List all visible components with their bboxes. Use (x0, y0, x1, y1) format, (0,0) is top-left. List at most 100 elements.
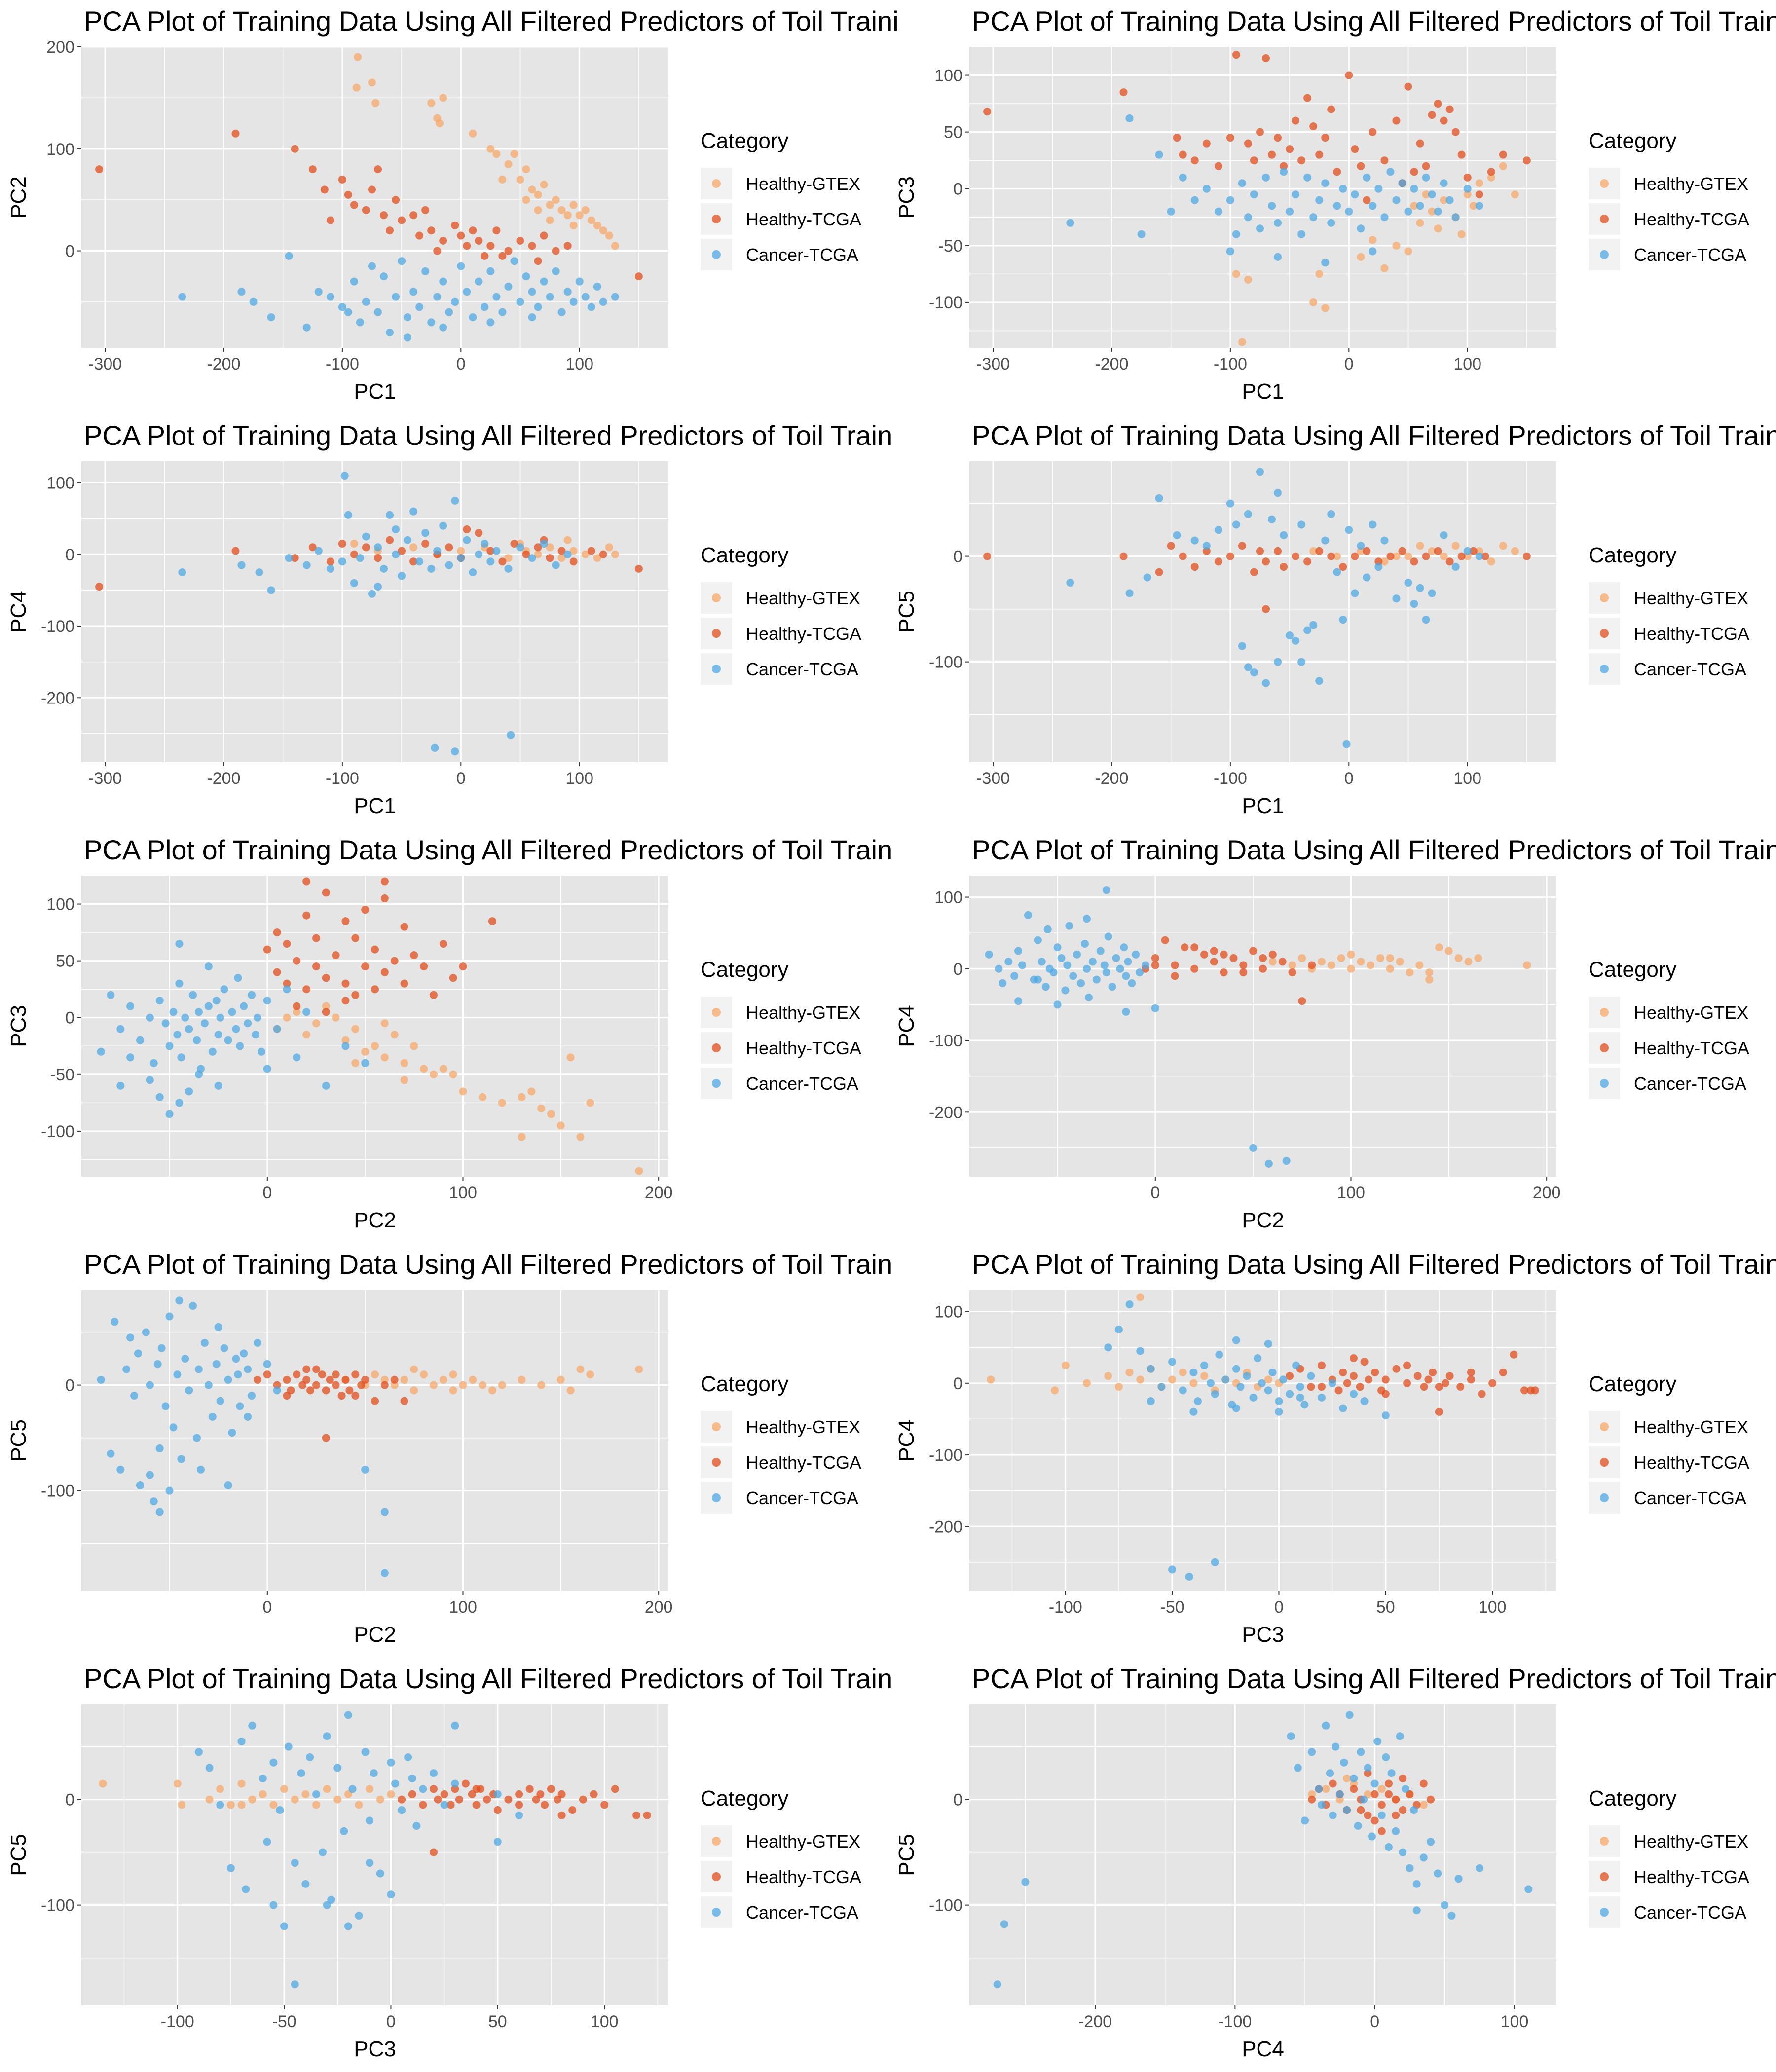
data-point (1404, 552, 1412, 560)
legend-label: Healthy-GTEX (746, 1002, 860, 1023)
data-point (469, 313, 477, 321)
data-point (157, 1344, 166, 1352)
data-point (556, 1121, 565, 1130)
data-point (563, 550, 572, 558)
data-point (322, 1386, 330, 1395)
data-point (374, 543, 382, 552)
data-point (380, 211, 388, 220)
legend-label: Healthy-TCGA (746, 1038, 861, 1058)
data-point (469, 226, 477, 235)
data-point (332, 1013, 340, 1022)
data-point (1073, 950, 1081, 959)
y-tick-label: -50 (50, 1066, 74, 1084)
data-point (400, 1059, 408, 1067)
data-point (374, 554, 382, 562)
x-axis-title: PC2 (1242, 1208, 1284, 1232)
data-point (1475, 202, 1483, 210)
data-point (1244, 663, 1252, 671)
data-point (1368, 1832, 1376, 1841)
data-point (350, 579, 358, 587)
data-point (463, 536, 471, 544)
data-point (1487, 173, 1495, 182)
data-point (1258, 1379, 1266, 1387)
data-point (1416, 202, 1424, 210)
data-point (1136, 1375, 1145, 1384)
data-point (1214, 526, 1222, 534)
data-point (352, 83, 361, 92)
data-point (557, 1790, 566, 1798)
data-point (1522, 552, 1531, 560)
data-point (993, 1980, 1001, 1989)
legend-swatch (1600, 1422, 1609, 1431)
data-point (341, 1042, 350, 1050)
data-point (1124, 958, 1132, 966)
data-point (1214, 557, 1222, 566)
data-point (1125, 1300, 1134, 1309)
data-point (1457, 552, 1466, 560)
data-point (259, 1790, 267, 1798)
y-tick-label: -100 (41, 1896, 74, 1915)
data-point (451, 496, 459, 505)
data-point (390, 1375, 399, 1384)
data-point (1428, 547, 1436, 555)
data-point (263, 1360, 271, 1368)
data-point (1190, 943, 1199, 952)
data-point (189, 991, 197, 999)
data-point (1377, 1827, 1386, 1835)
legend: Category Healthy-GTEX Healthy-TCGA Cancer-T… (701, 1372, 861, 1514)
data-point (1215, 1350, 1223, 1359)
data-point (371, 1370, 379, 1379)
x-tick-label: 100 (565, 769, 593, 788)
data-point (1419, 1779, 1428, 1788)
data-point (136, 1481, 144, 1489)
data-point (1300, 1401, 1309, 1409)
data-point (273, 1386, 281, 1395)
data-point (1125, 114, 1134, 123)
data-point (1377, 1785, 1386, 1793)
legend: Category Healthy-GTEX Healthy-TCGA Cancer-T… (1589, 1786, 1749, 1928)
data-point (1168, 1565, 1177, 1574)
data-point (318, 1848, 327, 1856)
data-point (1369, 202, 1377, 210)
data-point (1238, 338, 1246, 346)
data-point (1385, 1790, 1393, 1798)
data-point (1380, 536, 1389, 545)
data-point (510, 540, 518, 548)
data-point (302, 985, 311, 994)
data-point (1250, 190, 1258, 199)
data-point (552, 267, 560, 275)
data-point (361, 1465, 370, 1474)
data-point (354, 53, 362, 61)
data-point (308, 165, 317, 174)
data-point (1298, 997, 1306, 1005)
data-point (1510, 1350, 1518, 1359)
data-point (457, 231, 465, 240)
data-point (1315, 1785, 1323, 1793)
legend: Category Healthy-GTEX Healthy-TCGA Cancer-T… (1589, 958, 1749, 1099)
x-tick-label: 0 (1150, 1184, 1160, 1202)
data-point (451, 1779, 459, 1788)
data-point (220, 985, 228, 994)
data-point (302, 1008, 311, 1016)
data-point (1061, 1361, 1070, 1369)
legend-title: Category (1589, 129, 1677, 153)
data-point (410, 1042, 418, 1050)
data-point (518, 1133, 526, 1141)
data-point (1523, 961, 1531, 969)
data-point (1440, 179, 1448, 187)
data-point (392, 196, 400, 204)
data-point (1386, 954, 1394, 962)
data-point (486, 242, 495, 250)
data-point (273, 928, 281, 937)
data-point (356, 554, 364, 562)
data-point (504, 1795, 513, 1804)
data-point (546, 216, 554, 224)
data-point (371, 99, 380, 107)
data-point (1454, 954, 1463, 962)
plot-title: PCA Plot of Training Data Using All Filt… (972, 1249, 1776, 1280)
y-tick-label: 100 (46, 474, 74, 493)
data-point (1345, 71, 1353, 79)
data-point (228, 1008, 236, 1016)
data-point (1268, 202, 1276, 210)
data-point (1057, 954, 1066, 962)
